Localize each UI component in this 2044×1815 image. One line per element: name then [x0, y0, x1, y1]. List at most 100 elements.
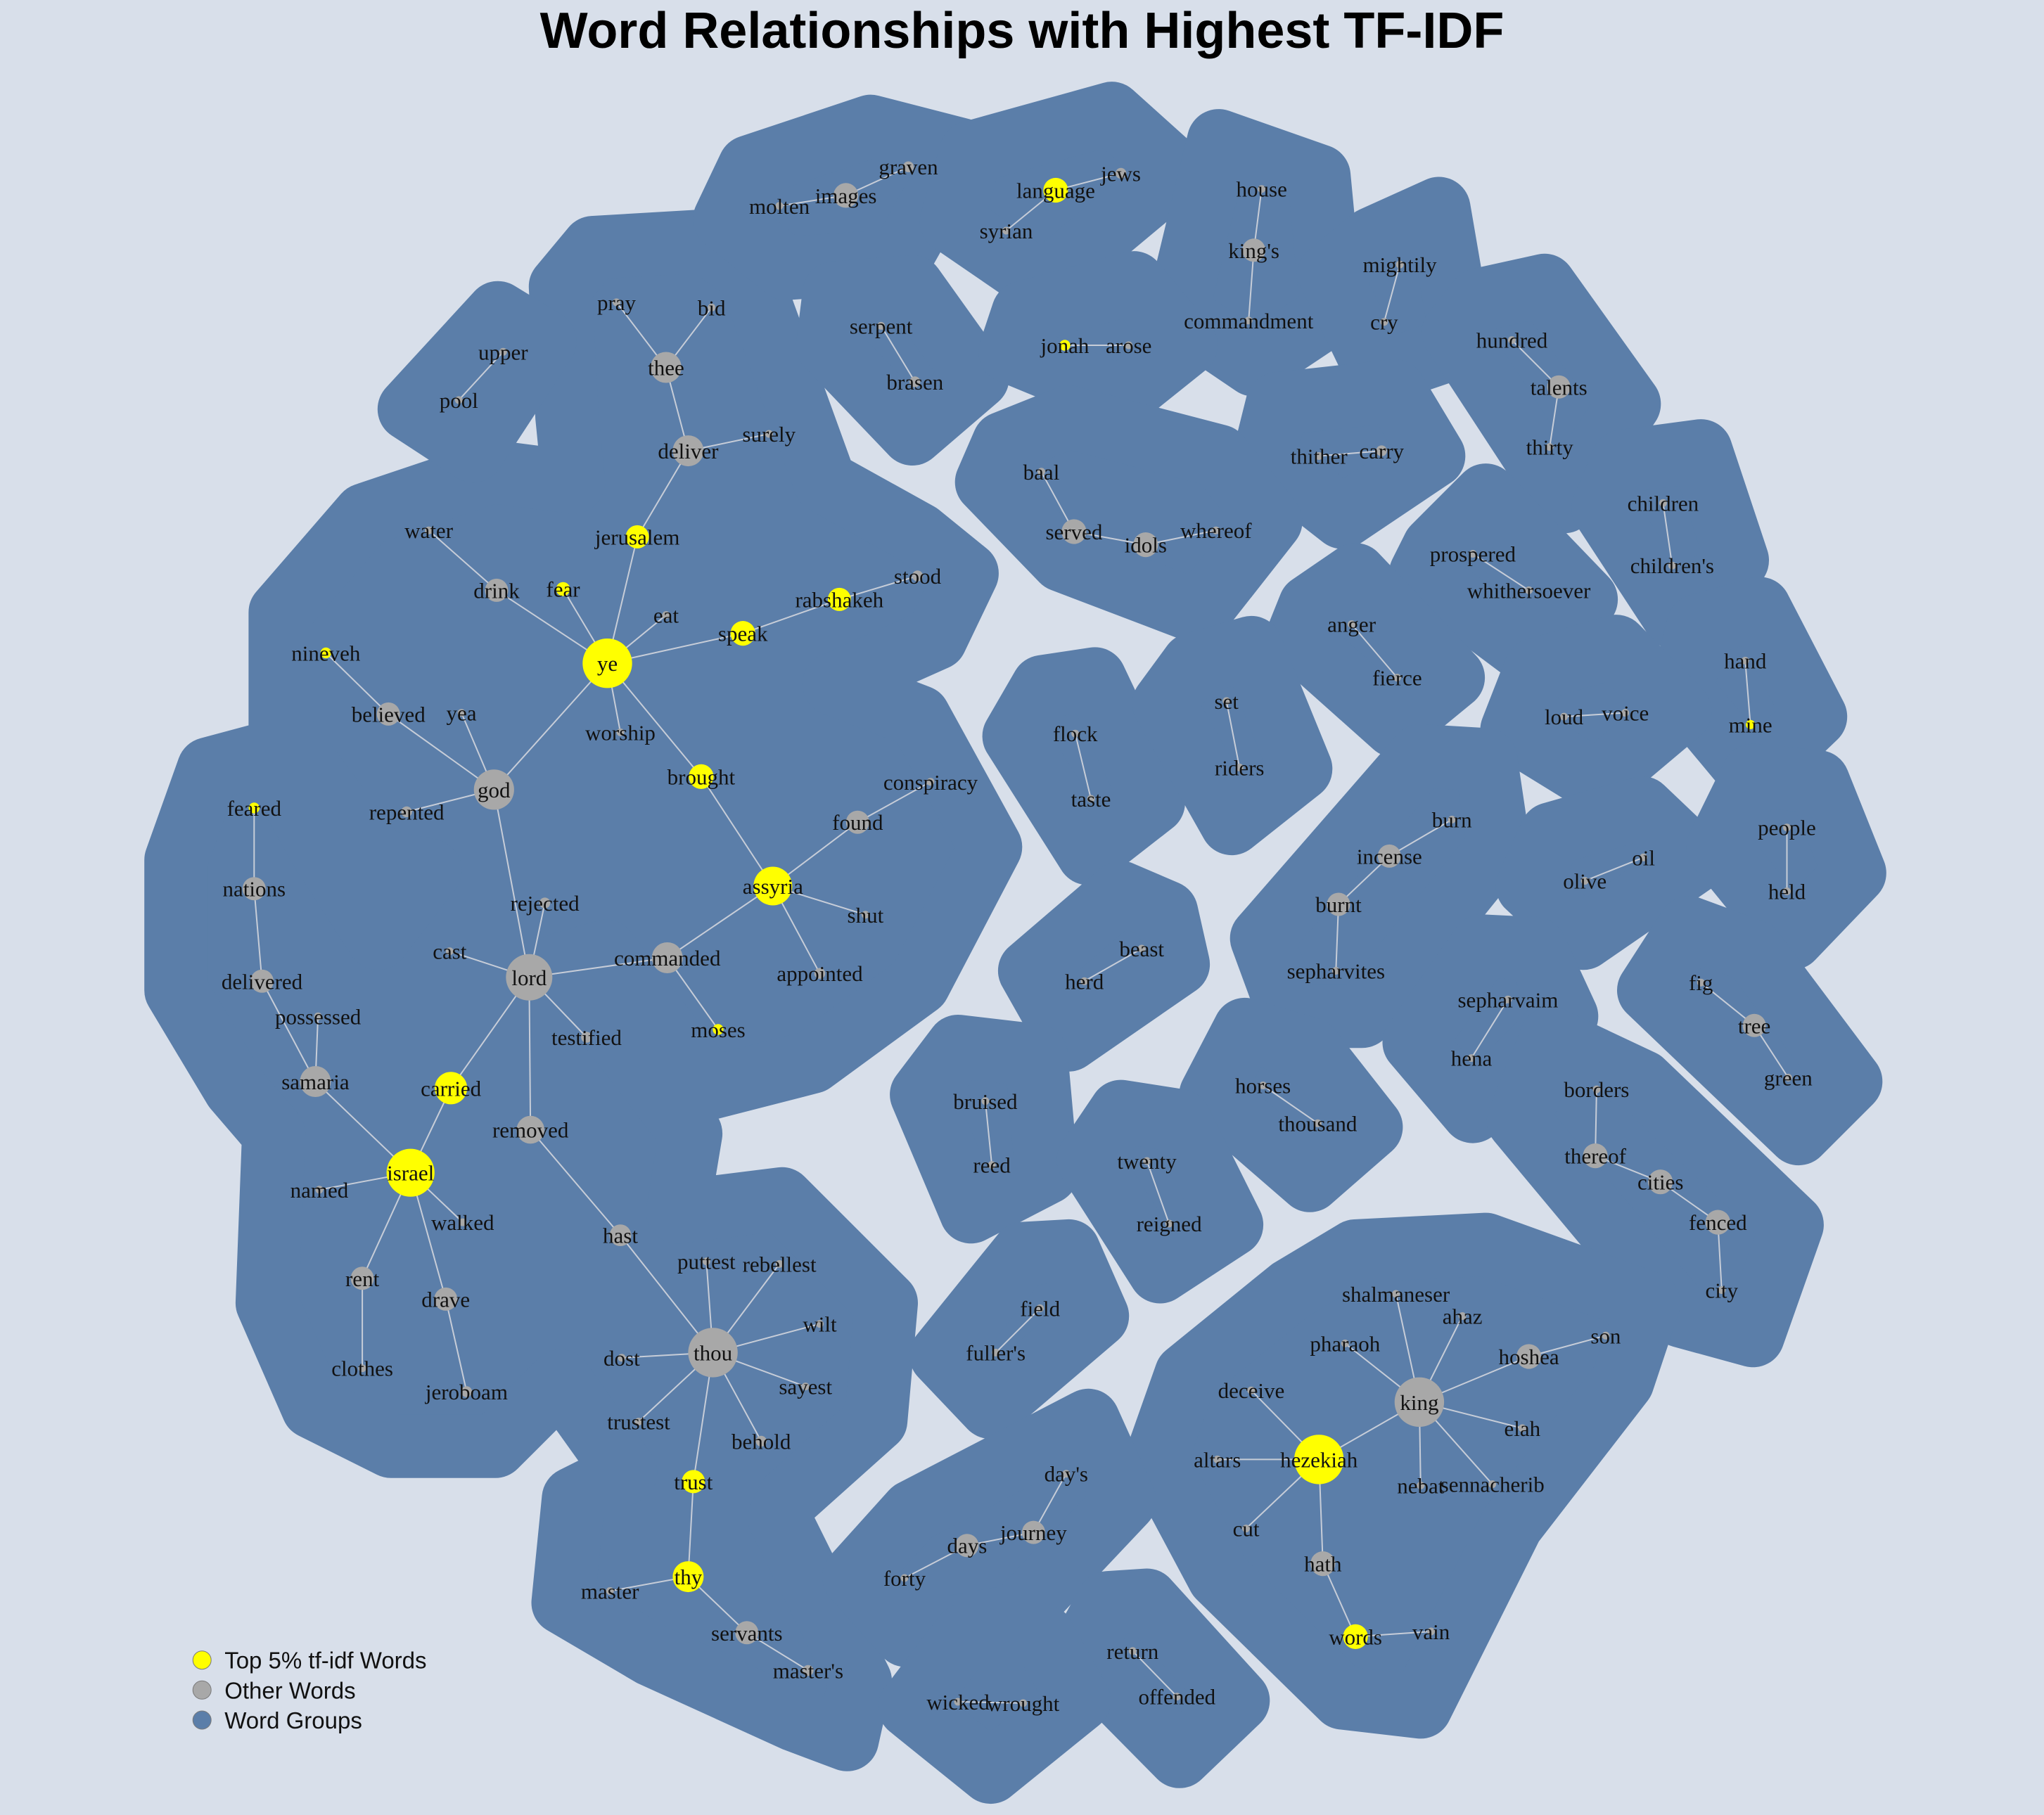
node-lord: [506, 954, 553, 1001]
node-hundred: [1508, 336, 1516, 345]
node-yea: [457, 709, 466, 717]
word-label: named: [290, 1178, 349, 1202]
word-group-g11: [954, 385, 1303, 644]
node-hand: [1741, 657, 1749, 665]
node-jonah: [1059, 340, 1071, 351]
node-dost: [618, 1354, 626, 1362]
edge-mightily-cry: [1383, 264, 1401, 322]
edge-words-vain: [1355, 1631, 1431, 1638]
word-label: eat: [653, 603, 679, 628]
node-worship: [616, 728, 625, 736]
edge-removed-hast: [530, 1129, 621, 1236]
word-label: altars: [1194, 1447, 1241, 1472]
legend: Top 5% tf-idf Words Other Words Word Group…: [192, 1648, 427, 1733]
node-elah: [1518, 1424, 1526, 1432]
node-nations: [242, 877, 266, 901]
word-nodes: [242, 161, 1792, 1707]
edge-olive-oil: [1584, 857, 1644, 882]
word-label: behold: [732, 1429, 791, 1454]
node-found: [845, 810, 869, 834]
word-label: jeroboam: [425, 1380, 508, 1404]
word-label: loud: [1545, 705, 1584, 729]
node-possessed: [314, 1012, 322, 1020]
node-appointed: [814, 968, 826, 979]
node-anger: [1348, 620, 1356, 629]
node-talents: [1547, 375, 1571, 399]
word-label: field: [1020, 1296, 1060, 1321]
node-master: [606, 1587, 614, 1595]
node-cities: [1648, 1169, 1673, 1195]
word-label: israel: [387, 1161, 434, 1186]
node-wrought: [1019, 1699, 1028, 1707]
edge-rabshakeh-stood: [839, 575, 918, 601]
word-label: repented: [369, 800, 445, 824]
edge-king's-commandment: [1248, 250, 1255, 321]
node-believed: [376, 702, 400, 726]
node-surely: [765, 430, 773, 438]
node-incense: [1377, 844, 1401, 868]
word-label: burnt: [1315, 892, 1362, 917]
node-held: [1783, 887, 1791, 895]
word-label: clothes: [331, 1357, 393, 1381]
word-label: thee: [648, 356, 684, 380]
word-label: hath: [1304, 1552, 1342, 1577]
node-olive: [1580, 877, 1589, 885]
word-label: cut: [1233, 1517, 1260, 1541]
node-deliver: [672, 435, 704, 467]
word-label: images: [815, 184, 877, 208]
node-nineveh: [320, 647, 331, 659]
word-label: wicked: [926, 1690, 990, 1714]
edge-drave-jeroboam: [445, 1299, 468, 1392]
node-whereof: [1212, 526, 1220, 534]
node-removed: [516, 1115, 544, 1144]
node-words: [1343, 1624, 1368, 1649]
node-drave: [434, 1287, 458, 1311]
node-days: [955, 1534, 979, 1558]
word-label: offended: [1138, 1685, 1215, 1710]
word-label: burn: [1432, 808, 1472, 833]
edge-upper-pool: [458, 351, 504, 401]
edge-horses-thousand: [1263, 1084, 1318, 1124]
node-twenty: [1143, 1157, 1151, 1165]
edge-serpent-brasen: [880, 325, 916, 383]
node-horses: [1259, 1082, 1267, 1089]
node-samaria: [300, 1066, 331, 1097]
legend-label: Top 5% tf-idf Words: [224, 1648, 426, 1674]
word-label: language: [1016, 179, 1095, 203]
legend-label: Word Groups: [224, 1707, 362, 1733]
word-label: wrought: [987, 1691, 1060, 1716]
word-group-g12: [1571, 419, 1769, 650]
node-rent: [350, 1266, 374, 1290]
word-label: dost: [603, 1346, 640, 1371]
word-label: cast: [433, 939, 467, 964]
word-label: drink: [473, 578, 520, 603]
node-arose: [1125, 341, 1133, 349]
node-graven: [902, 161, 914, 172]
node-hezekiah: [1294, 1435, 1344, 1484]
word-label: idols: [1125, 533, 1167, 558]
edge-speak-rabshakeh: [742, 598, 840, 634]
node-mine: [1746, 719, 1756, 729]
node-wicked: [954, 1698, 962, 1706]
word-label: upper: [478, 340, 528, 364]
node-pharaoh: [1341, 1339, 1349, 1347]
word-group-g26: [890, 1015, 1078, 1244]
edge-water-drink: [428, 530, 497, 591]
node-fuller's: [992, 1348, 1000, 1357]
node-rabshakeh: [827, 587, 851, 611]
word-label: days: [947, 1534, 987, 1558]
node-cut: [1242, 1525, 1250, 1533]
word-label: cities: [1637, 1170, 1683, 1195]
word-label: wilt: [803, 1312, 837, 1337]
word-label: commandment: [1184, 309, 1314, 333]
node-city: [1718, 1286, 1726, 1294]
node-taste: [1087, 795, 1095, 803]
word-group-g2: [377, 281, 577, 483]
word-label: taste: [1071, 787, 1111, 812]
node-carry: [1376, 445, 1387, 456]
word-label: nebat: [1397, 1473, 1445, 1498]
edge-return-offended: [1132, 1650, 1178, 1698]
node-israel: [386, 1148, 435, 1197]
word-label: words: [1329, 1624, 1382, 1649]
